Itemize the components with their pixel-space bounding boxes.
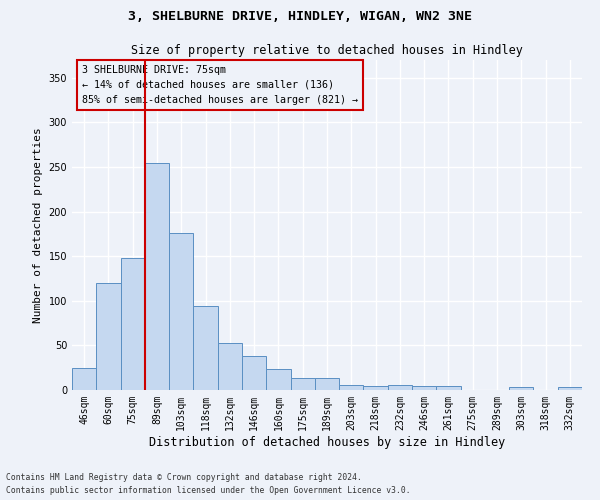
Bar: [339, 384, 364, 390]
Text: 3, SHELBURNE DRIVE, HINDLEY, WIGAN, WN2 3NE: 3, SHELBURNE DRIVE, HINDLEY, WIGAN, WN2 …: [128, 10, 472, 23]
Bar: [290, 378, 315, 390]
Bar: [242, 356, 266, 390]
Bar: [364, 386, 388, 390]
Bar: [509, 388, 533, 390]
Bar: [388, 384, 412, 390]
Bar: [169, 233, 193, 390]
Bar: [558, 388, 582, 390]
Bar: [218, 342, 242, 390]
Bar: [412, 386, 436, 390]
Bar: [121, 258, 145, 390]
Title: Size of property relative to detached houses in Hindley: Size of property relative to detached ho…: [131, 44, 523, 58]
Bar: [436, 386, 461, 390]
Bar: [315, 378, 339, 390]
Y-axis label: Number of detached properties: Number of detached properties: [33, 127, 43, 323]
Text: Contains HM Land Registry data © Crown copyright and database right 2024.
Contai: Contains HM Land Registry data © Crown c…: [6, 474, 410, 495]
Bar: [145, 162, 169, 390]
X-axis label: Distribution of detached houses by size in Hindley: Distribution of detached houses by size …: [149, 436, 505, 448]
Bar: [193, 306, 218, 390]
Bar: [72, 368, 96, 390]
Bar: [96, 283, 121, 390]
Text: 3 SHELBURNE DRIVE: 75sqm
← 14% of detached houses are smaller (136)
85% of semi-: 3 SHELBURNE DRIVE: 75sqm ← 14% of detach…: [82, 65, 358, 104]
Bar: [266, 370, 290, 390]
